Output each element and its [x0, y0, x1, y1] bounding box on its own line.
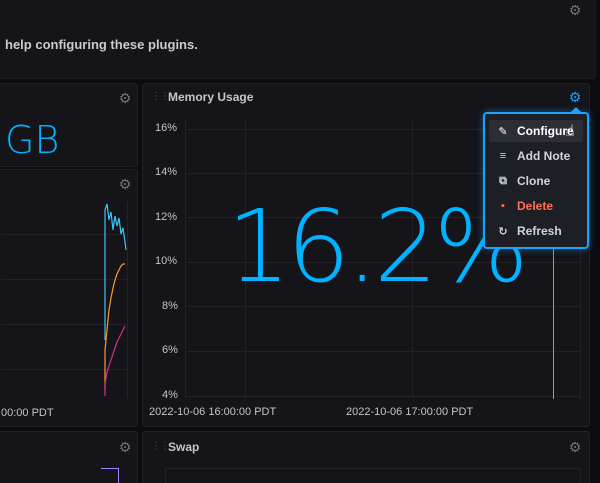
clone-icon: ⧉: [499, 174, 507, 187]
y-tick-label: 6%: [162, 344, 178, 356]
panel-title: Memory Usage: [168, 90, 254, 104]
panel-title: Swap: [168, 440, 200, 454]
drag-handle-icon[interactable]: ⋮⋮: [151, 441, 170, 452]
left-graph-lines: [104, 203, 127, 396]
memory-big-value: 16.2%: [227, 188, 529, 305]
left-graph-panel: ⚙ 00:00 PDT: [0, 169, 138, 427]
gear-icon[interactable]: ⚙: [118, 90, 132, 106]
menu-item-refresh[interactable]: ↻ Refresh: [489, 220, 583, 242]
note-icon: ≡: [499, 150, 507, 162]
pencil-icon: ✎: [498, 125, 508, 138]
refresh-icon: ↻: [498, 225, 508, 238]
stat-value: GB: [5, 118, 60, 162]
memory-series-line: [553, 234, 554, 399]
menu-item-delete[interactable]: ▪ Delete: [489, 195, 583, 217]
swap-panel: ⋮⋮ Swap ⚙: [142, 431, 590, 483]
panel-context-menu: ✎ Configure ≡ Add Note ⧉ Clone ▪ Delete …: [483, 107, 589, 249]
series-magenta-line: [104, 325, 126, 396]
gear-icon[interactable]: ⚙: [568, 439, 582, 455]
bottom-left-panel: ⚙: [0, 431, 138, 483]
menu-item-label: Configure: [517, 124, 574, 138]
gear-icon[interactable]: ⚙: [568, 89, 582, 105]
y-tick-label: 16%: [155, 122, 178, 134]
y-tick-label: 12%: [155, 211, 178, 223]
menu-item-add-note[interactable]: ≡ Add Note: [489, 145, 583, 167]
gear-icon[interactable]: ⚙: [568, 2, 582, 18]
series-orange-line: [104, 263, 125, 390]
x-tick-label: 00:00 PDT: [1, 407, 54, 419]
menu-item-label: Delete: [517, 199, 554, 213]
menu-item-clone[interactable]: ⧉ Clone: [489, 170, 583, 192]
gear-icon[interactable]: ⚙: [118, 439, 132, 455]
series-cyan-line: [104, 203, 127, 340]
y-tick-label: 10%: [155, 255, 178, 267]
header-panel: ⚙ help configuring these plugins.: [0, 0, 596, 79]
header-message: help configuring these plugins.: [5, 37, 198, 52]
memory-usage-panel: ⋮⋮ Memory Usage ⚙ 16% 14% 12% 10% 8% 6% …: [142, 83, 590, 427]
drag-handle-icon[interactable]: ⋮⋮: [151, 91, 170, 102]
left-stat-panel: ⚙ GB: [0, 83, 138, 167]
y-tick-label: 8%: [162, 300, 178, 312]
menu-item-label: Clone: [517, 174, 551, 188]
menu-item-configure[interactable]: ✎ Configure: [489, 120, 583, 142]
gear-icon[interactable]: ⚙: [118, 176, 132, 192]
menu-item-label: Add Note: [517, 149, 571, 163]
x-tick-label: 2022-10-06 17:00:00 PDT: [346, 406, 474, 418]
trash-icon: ▪: [501, 200, 505, 212]
hand-cursor-icon: ☝: [565, 123, 575, 140]
y-tick-label: 4%: [162, 389, 178, 401]
y-tick-label: 14%: [155, 166, 178, 178]
x-tick-label: 2022-10-06 16:00:00 PDT: [149, 406, 277, 418]
menu-item-label: Refresh: [517, 224, 562, 238]
